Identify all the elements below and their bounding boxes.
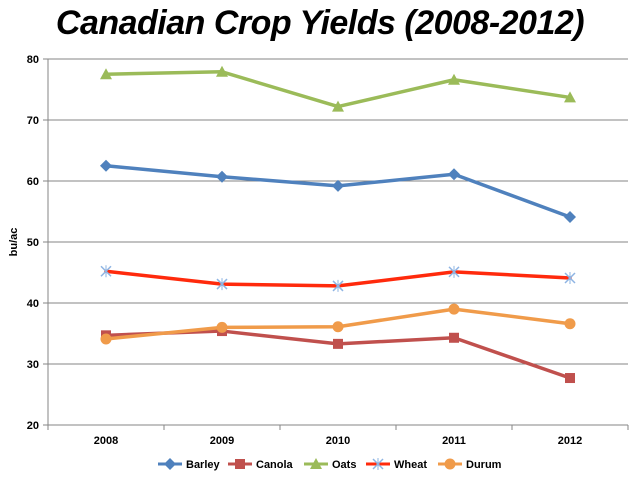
legend-label: Durum [466,459,502,471]
legend-label: Barley [186,459,221,471]
legend-label: Wheat [394,459,427,471]
wheat-point [100,265,112,278]
oats-point [100,68,112,80]
legend-item-wheat[interactable]: Wheat [366,458,427,471]
wheat-point [332,279,344,292]
legend-item-canola[interactable]: Canola [228,459,294,471]
legend: Barley Canola Oats Wheat Durum [158,458,502,471]
legend-item-oats[interactable]: Oats [304,458,356,471]
legend-item-durum[interactable]: Durum [438,458,502,472]
oats-point [216,65,228,77]
oats-point [448,73,460,85]
durum-point [216,321,228,333]
y-tick-label: 40 [27,298,39,310]
gridlines [48,58,628,426]
axes [43,58,629,430]
y-tick-label: 20 [27,420,39,432]
legend-marker [310,458,322,469]
x-tick-label: 2011 [442,435,466,447]
wheat-point [448,265,460,278]
legend-marker [164,458,176,470]
canola-point [449,332,459,343]
durum-point [448,303,460,315]
series-durum [100,303,576,345]
y-tick-label: 30 [27,359,39,371]
wheat-point [216,278,228,291]
series-oats [100,65,576,112]
y-tick-label: 50 [27,237,39,249]
canola-point [565,373,575,384]
y-tick-labels: 20 30 40 50 60 70 80 [27,54,39,432]
durum-point [564,318,576,330]
x-tick-label: 2009 [210,435,234,447]
oats-point [332,100,344,112]
barley-point [100,159,112,172]
legend-label: Oats [332,459,356,471]
barley-point [448,168,460,181]
y-tick-label: 60 [27,176,39,188]
series [100,65,576,384]
durum-point [100,333,112,345]
legend-marker [235,459,245,469]
legend-marker [444,458,456,470]
y-tick-label: 80 [27,54,39,66]
x-tick-label: 2008 [94,435,118,447]
barley-point [332,179,344,192]
canola-line [104,329,572,380]
durum-point [332,321,344,333]
series-canola [101,326,575,384]
legend-item-barley[interactable]: Barley [158,458,221,471]
series-barley [100,159,576,223]
y-axis-label: bu/ac [8,228,20,257]
x-tick-labels: 2008 2009 2010 2011 2012 [94,435,582,447]
barley-point [216,170,228,183]
series-wheat [100,265,576,292]
x-tick-label: 2012 [558,435,582,447]
x-tick-label: 2010 [326,435,350,447]
legend-label: Canola [256,459,294,471]
barley-point [564,210,576,223]
chart-title: Canadian Crop Yields (2008-2012) [55,4,585,42]
oats-point [564,91,576,103]
canola-point [333,338,343,349]
y-tick-label: 70 [27,115,39,127]
legend-marker [372,458,384,470]
wheat-point [564,271,576,284]
